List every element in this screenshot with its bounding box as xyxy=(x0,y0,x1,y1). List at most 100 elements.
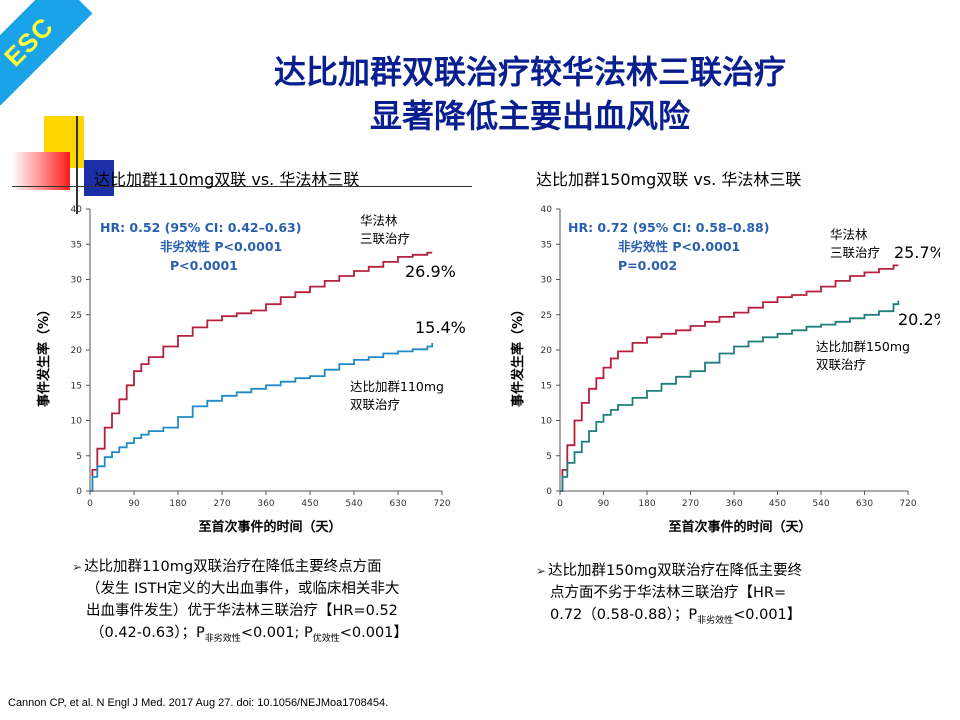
y-tick-label: 0 xyxy=(76,487,82,497)
y-axis-label: 事件发生率（%） xyxy=(36,303,52,407)
series-label-line: 华法林 xyxy=(360,213,398,228)
chart-right-heading: 达比加群150mg双联 vs. 华法林三联 xyxy=(536,170,802,189)
stats-block: HR: 0.52 (95% CI: 0.42–0.63) 非劣效性 P<0.00… xyxy=(100,220,301,273)
series-label-line: 华法林 xyxy=(830,227,868,242)
note-left-sub2: 优效性 xyxy=(312,633,340,644)
chart-left: 0 5 10 15 20 25 30 35 40 0 90 180 270 360 450 540 630 720… xyxy=(36,205,466,535)
x-tick-label: 0 xyxy=(557,499,563,509)
final-value-dabigatran: 20.2% xyxy=(898,310,940,329)
note-right-line3-pre: 0.72（0.58-0.88）；P xyxy=(550,607,698,623)
y-tick-label: 40 xyxy=(541,205,553,215)
note-right: ➢ 达比加群150mg双联治疗在降低主要终 点方面不劣于华法林三联治疗【HR= 0… xyxy=(536,560,936,632)
x-tick-label: 540 xyxy=(345,499,362,509)
y-tick-label: 5 xyxy=(546,452,552,462)
stats-p: P<0.0001 xyxy=(170,258,238,273)
x-tick-label: 270 xyxy=(213,499,230,509)
y-tick-label: 25 xyxy=(71,311,82,321)
x-tick-label: 630 xyxy=(389,499,406,509)
series-label-warfarin: 华法林 三联治疗 xyxy=(360,213,410,246)
series-line-dabigatran xyxy=(560,300,900,492)
series-label-line: 双联治疗 xyxy=(350,397,400,412)
y-tick-label: 0 xyxy=(546,487,552,497)
x-tick-label: 450 xyxy=(301,499,318,509)
note-right-line3-post: <0.001】 xyxy=(733,607,802,623)
note-right-line3: 0.72（0.58-0.88）；P非劣效性<0.001】 xyxy=(536,604,936,632)
series-line-warfarin xyxy=(90,251,433,492)
note-left-sub1: 非劣效性 xyxy=(204,633,241,644)
note-left: ➢ 达比加群110mg双联治疗在降低主要终点方面 （发生 ISTH定义的大出血事件… xyxy=(72,556,492,650)
series-line-dabigatran xyxy=(90,342,434,492)
y-tick-label: 30 xyxy=(541,276,553,286)
y-tick-label: 25 xyxy=(541,311,552,321)
x-tick-label: 90 xyxy=(598,499,610,509)
decor-vertical-line xyxy=(76,116,78,214)
x-tick-label: 270 xyxy=(682,499,699,509)
series-label-line: 三联治疗 xyxy=(830,245,880,260)
series-label-warfarin: 华法林 三联治疗 xyxy=(830,227,880,260)
stats-block: HR: 0.72 (95% CI: 0.58–0.88) 非劣效性 P<0.00… xyxy=(568,220,769,273)
slide-title: 达比加群双联治疗较华法林三联治疗 显著降低主要出血风险 xyxy=(150,50,910,138)
series-label-line: 双联治疗 xyxy=(816,357,866,372)
esc-badge: ESC xyxy=(0,0,93,106)
x-axis-label: 至首次事件的时间（天） xyxy=(198,519,341,535)
note-left-line4-mid: <0.001; P xyxy=(240,625,313,641)
y-axis-label: 事件发生率（%） xyxy=(510,303,526,407)
x-tick-label: 90 xyxy=(128,499,140,509)
decor-blue-square xyxy=(84,160,114,196)
x-tick-label: 450 xyxy=(769,499,786,509)
final-value-dabigatran: 15.4% xyxy=(415,318,466,337)
note-left-line3: 出血事件发生）优于华法林三联治疗【HR=0.52 xyxy=(86,603,398,619)
y-tick-label: 20 xyxy=(541,346,553,356)
x-axis-label: 至首次事件的时间（天） xyxy=(668,519,811,535)
y-tick-label: 35 xyxy=(71,240,82,250)
decor-horizontal-line xyxy=(12,186,472,187)
title-line-1: 达比加群双联治疗较华法林三联治疗 xyxy=(273,53,786,91)
series-line-warfarin xyxy=(560,264,899,492)
note-left-line2: （发生 ISTH定义的大出血事件，或临床相关非大 xyxy=(86,581,400,597)
x-tick-label: 720 xyxy=(433,499,450,509)
note-right-line2: 点方面不劣于华法林三联治疗【HR= xyxy=(550,585,787,601)
stats-p: P=0.002 xyxy=(618,258,677,273)
stats-noninferiority: 非劣效性 P<0.0001 xyxy=(618,239,740,254)
reference-citation: Cannon CP, et al. N Engl J Med. 2017 Aug… xyxy=(8,697,389,709)
series-label-line: 三联治疗 xyxy=(360,231,410,246)
note-left-line4: （0.42-0.63）；P非劣效性<0.001; P优效性<0.001】 xyxy=(72,622,492,650)
x-tick-label: 180 xyxy=(638,499,655,509)
stats-noninferiority: 非劣效性 P<0.0001 xyxy=(160,239,282,254)
final-value-warfarin: 25.7% xyxy=(894,243,940,262)
y-tick-label: 10 xyxy=(541,417,553,427)
decor-red-gradient xyxy=(12,152,70,190)
series-label-line: 达比加群110mg xyxy=(350,379,444,394)
bullet-arrow-icon: ➢ xyxy=(72,560,83,574)
final-value-warfarin: 26.9% xyxy=(405,262,456,281)
x-tick-label: 360 xyxy=(257,499,274,509)
x-tick-label: 630 xyxy=(856,499,873,509)
note-left-line1: 达比加群110mg双联治疗在降低主要终点方面 xyxy=(84,559,382,575)
note-left-line4-post: <0.001】 xyxy=(339,625,408,641)
y-tick-label: 15 xyxy=(541,381,552,391)
y-tick-label: 40 xyxy=(71,205,83,215)
x-tick-label: 180 xyxy=(169,499,186,509)
y-tick-label: 35 xyxy=(541,240,552,250)
y-tick-label: 30 xyxy=(71,276,83,286)
bullet-arrow-icon: ➢ xyxy=(536,564,547,578)
note-right-sub1: 非劣效性 xyxy=(697,615,734,626)
note-left-line4-pre: （0.42-0.63）；P xyxy=(90,625,205,641)
x-tick-label: 720 xyxy=(899,499,916,509)
stats-hr: HR: 0.52 (95% CI: 0.42–0.63) xyxy=(100,220,301,235)
title-line-2: 显著降低主要出血风险 xyxy=(369,97,690,135)
series-label-dabigatran: 达比加群150mg 双联治疗 xyxy=(816,339,910,372)
y-tick-label: 10 xyxy=(71,417,83,427)
x-tick-label: 0 xyxy=(87,499,93,509)
y-tick-label: 5 xyxy=(76,452,82,462)
note-right-line1: 达比加群150mg双联治疗在降低主要终 xyxy=(548,563,803,579)
y-tick-label: 15 xyxy=(71,381,82,391)
chart-left-heading: 达比加群110mg双联 vs. 华法林三联 xyxy=(94,170,360,189)
series-label-line: 达比加群150mg xyxy=(816,339,910,354)
series-label-dabigatran: 达比加群110mg 双联治疗 xyxy=(350,379,444,412)
x-tick-label: 540 xyxy=(812,499,829,509)
chart-right: 0 5 10 15 20 25 30 35 40 0 90 180 270 360 450 540 630 720… xyxy=(510,205,940,535)
stats-hr: HR: 0.72 (95% CI: 0.58–0.88) xyxy=(568,220,769,235)
x-tick-label: 360 xyxy=(725,499,742,509)
y-tick-label: 20 xyxy=(71,346,83,356)
